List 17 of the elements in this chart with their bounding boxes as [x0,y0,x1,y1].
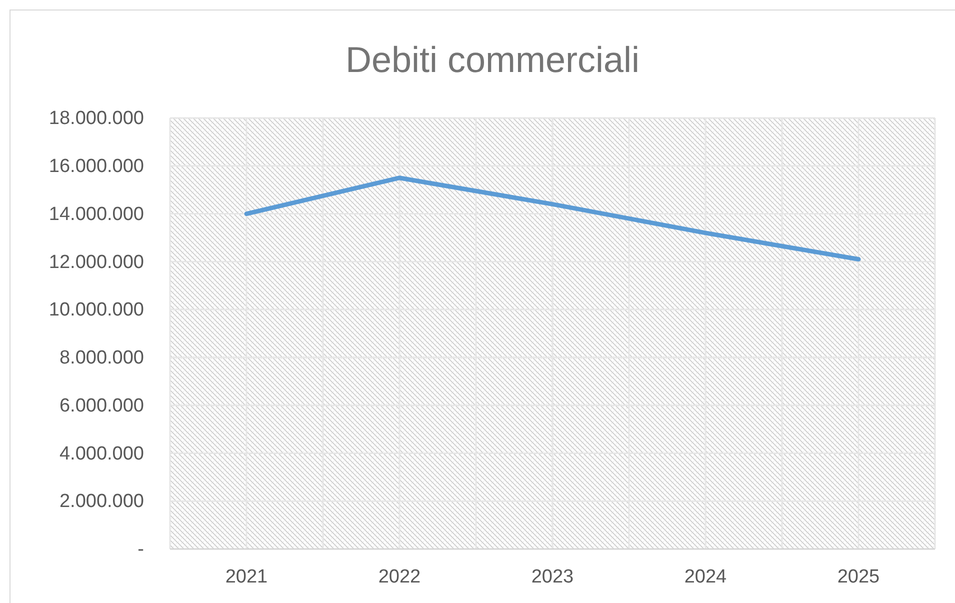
y-tick-label: 4.000.000 [59,443,144,464]
y-tick-label: 14.000.000 [48,204,144,225]
y-tick-label: 2.000.000 [59,491,144,512]
y-tick-label: 10.000.000 [48,300,144,321]
line-series [244,176,861,262]
y-tick-label: 18.000.000 [48,108,144,130]
x-tick-label: 2022 [378,566,421,588]
y-tick-label: 12.000.000 [48,252,144,273]
y-tick-label: 16.000.000 [48,156,144,177]
x-tick-label: 2024 [684,566,728,588]
y-tick-label: 6.000.000 [59,395,144,416]
x-tick-label: 2021 [225,566,268,588]
chart-title: Debiti commerciali [345,39,640,80]
y-tick-label: - [138,539,144,560]
y-tick-label: 8.000.000 [59,348,144,369]
x-tick-label: 2025 [837,566,880,588]
x-tick-label: 2023 [531,566,574,588]
